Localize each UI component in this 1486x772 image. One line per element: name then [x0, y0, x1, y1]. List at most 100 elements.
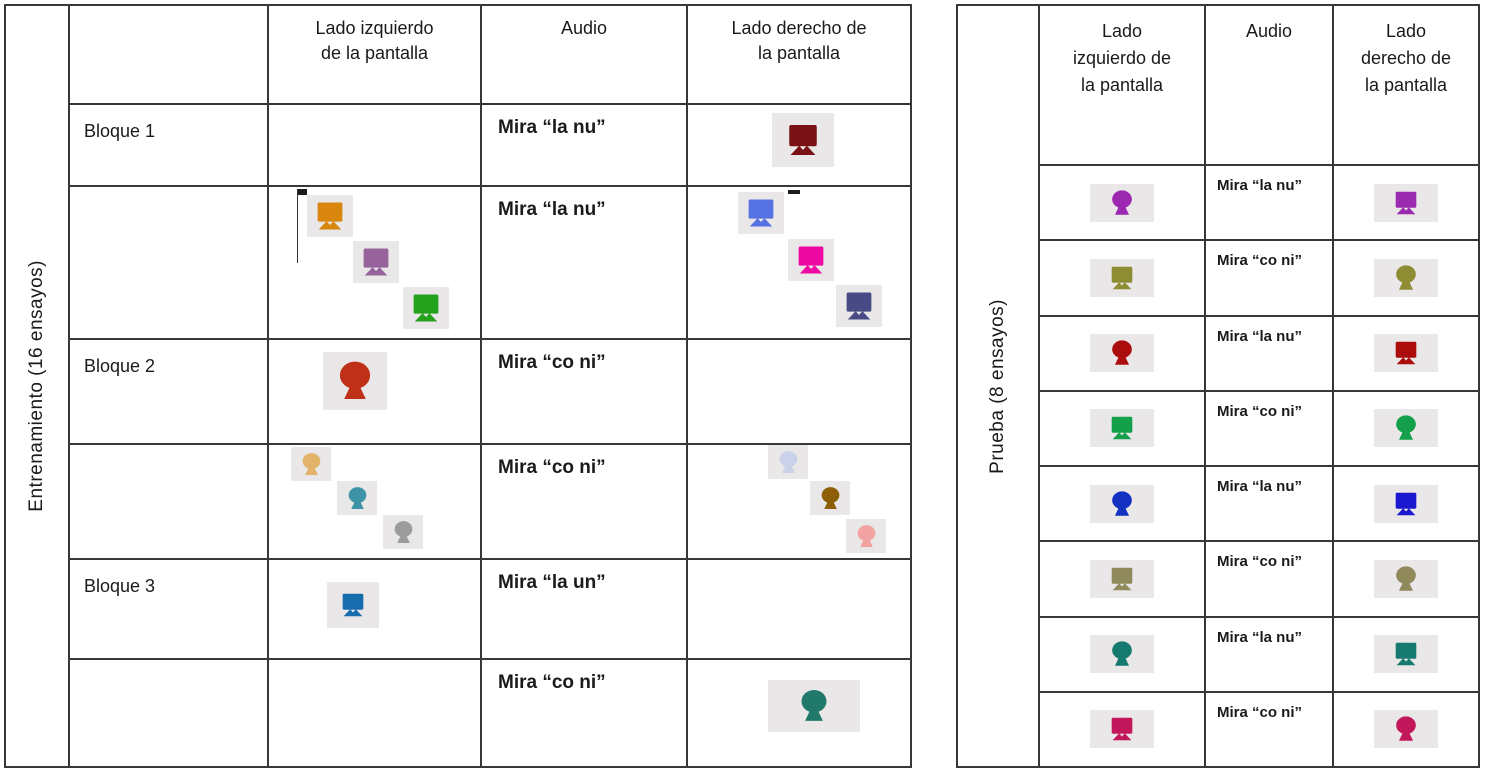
audio-label: Mira “co ni” — [1217, 252, 1303, 270]
stimulus-patch — [1374, 635, 1438, 674]
stimulus-wrap — [1040, 618, 1204, 691]
stimulus-patch — [768, 680, 860, 732]
round-stimulus-icon — [1396, 566, 1416, 591]
right-screen-cell — [1332, 241, 1478, 315]
square-stimulus-icon — [413, 294, 439, 322]
round-stimulus-icon — [302, 452, 320, 475]
round-stimulus-icon — [779, 450, 797, 473]
stimulus-wrap — [1334, 542, 1478, 615]
stimulus-wrap — [1334, 693, 1478, 766]
test-side-label: Prueba (8 ensayos) — [987, 298, 1008, 474]
scan-artifact-pole — [297, 189, 298, 263]
audio-label: Mira “co ni” — [1217, 703, 1303, 721]
stimulus-patch — [337, 481, 377, 515]
training-row: Bloque 1 Mira “la nu” — [70, 103, 910, 185]
right-screen-cell — [686, 105, 910, 185]
stimulus-patch — [1090, 334, 1154, 373]
audio-cell: Mira “co ni” — [480, 660, 686, 766]
stimulus-patch — [846, 519, 886, 553]
training-side-cell: Entrenamiento (16 ensayos) — [6, 6, 70, 766]
audio-cell: Mira “la nu” — [480, 187, 686, 338]
stimulus-wrap — [1334, 618, 1478, 691]
stimulus-patch — [1374, 409, 1438, 448]
audio-cell: Mira “la nu” — [1204, 316, 1332, 390]
stimulus-patch — [810, 481, 850, 515]
training-row: Bloque 2 Mira “co ni” — [70, 338, 910, 443]
right-screen-cell — [686, 560, 910, 658]
stimulus-patch — [323, 352, 387, 410]
stimulus-patch — [353, 241, 399, 283]
audio-label: Mira “co ni” — [498, 672, 606, 693]
square-stimulus-icon — [1111, 718, 1133, 741]
right-screen-cell — [686, 340, 910, 443]
test-row: Mira “co ni” — [1040, 239, 1478, 315]
scan-artifact-flag — [298, 189, 307, 195]
block-cell — [70, 445, 267, 558]
block-cell: Bloque 3 — [70, 560, 267, 658]
test-row: Mira “la nu” — [1040, 314, 1478, 390]
right-screen-cell — [1332, 542, 1478, 616]
scan-artifact-dash — [788, 190, 800, 194]
block-cell — [70, 660, 267, 766]
block-label: Bloque 1 — [84, 121, 156, 141]
header-left-screen: Lado izquierdo de la pantalla — [267, 6, 480, 103]
left-screen-cell — [267, 560, 480, 658]
training-rows: Bloque 1 Mira “la nu” Mira “la nu” Bloque 2… — [70, 103, 910, 766]
right-screen-cell — [1332, 316, 1478, 390]
audio-cell: Mira “co ni” — [480, 340, 686, 443]
audio-cell: Mira “la nu” — [1204, 166, 1332, 240]
stimulus-wrap — [1334, 241, 1478, 314]
training-row: Mira “co ni” — [70, 443, 910, 558]
audio-label: Mira “la nu” — [1217, 327, 1303, 345]
square-stimulus-icon — [1111, 417, 1133, 440]
test-rows: Mira “la nu” Mira “co ni” Mira “la nu” Mira… — [1040, 164, 1478, 766]
right-screen-cell — [1332, 467, 1478, 541]
stimulus-patch — [403, 287, 449, 329]
stimulus-wrap — [1040, 542, 1204, 615]
audio-label: Mira “la nu” — [498, 199, 606, 220]
left-screen-cell — [1040, 542, 1204, 615]
left-screen-cell — [1040, 317, 1204, 390]
stimulus-wrap — [1040, 166, 1204, 239]
stimulus-patch — [1090, 710, 1154, 749]
training-row: Mira “co ni” — [70, 658, 910, 766]
round-stimulus-icon — [857, 524, 875, 547]
test-table-main: Lado izquierdo de la pantalla Audio Lado… — [1040, 6, 1478, 766]
round-stimulus-icon — [1112, 490, 1132, 516]
square-stimulus-icon — [798, 246, 824, 274]
header-left-screen: Lado izquierdo de la pantalla — [1072, 21, 1172, 95]
audio-cell: Mira “la nu” — [480, 105, 686, 185]
stimulus-patch — [1374, 334, 1438, 373]
test-side-cell: Prueba (8 ensayos) — [958, 6, 1040, 766]
square-stimulus-icon — [748, 199, 774, 227]
audio-label: Mira “la nu” — [498, 117, 606, 138]
stimulus-patch — [1090, 484, 1154, 523]
round-stimulus-icon — [1112, 340, 1132, 365]
stimulus-patch — [836, 285, 882, 327]
left-screen-cell — [1040, 618, 1204, 691]
test-row: Mira “la nu” — [1040, 465, 1478, 541]
right-screen-cell — [1332, 166, 1478, 240]
audio-label: Mira “co ni” — [498, 352, 606, 373]
training-side-label: Entrenamiento (16 ensayos) — [26, 260, 47, 512]
stimulus-wrap — [1334, 392, 1478, 465]
round-stimulus-icon — [1396, 265, 1416, 290]
stimulus-patch — [1090, 635, 1154, 674]
audio-label: Mira “la nu” — [1217, 478, 1303, 495]
left-screen-cell — [267, 105, 480, 185]
stimulus-patch — [1090, 409, 1154, 448]
audio-cell: Mira “la nu” — [1204, 617, 1332, 691]
audio-label: Mira “co ni” — [498, 457, 606, 478]
square-stimulus-icon — [1111, 266, 1133, 290]
audio-label: Mira “la nu” — [1217, 628, 1303, 646]
stimulus-patch — [1090, 559, 1154, 598]
audio-cell: Mira “co ni” — [1204, 241, 1332, 315]
stimulus-wrap — [1040, 317, 1204, 390]
square-stimulus-icon — [342, 593, 364, 617]
square-stimulus-icon — [1395, 341, 1417, 365]
square-stimulus-icon — [1395, 642, 1417, 666]
stimulus-wrap — [1040, 693, 1204, 766]
round-stimulus-icon — [801, 689, 827, 721]
header-audio: Audio — [1204, 6, 1332, 164]
